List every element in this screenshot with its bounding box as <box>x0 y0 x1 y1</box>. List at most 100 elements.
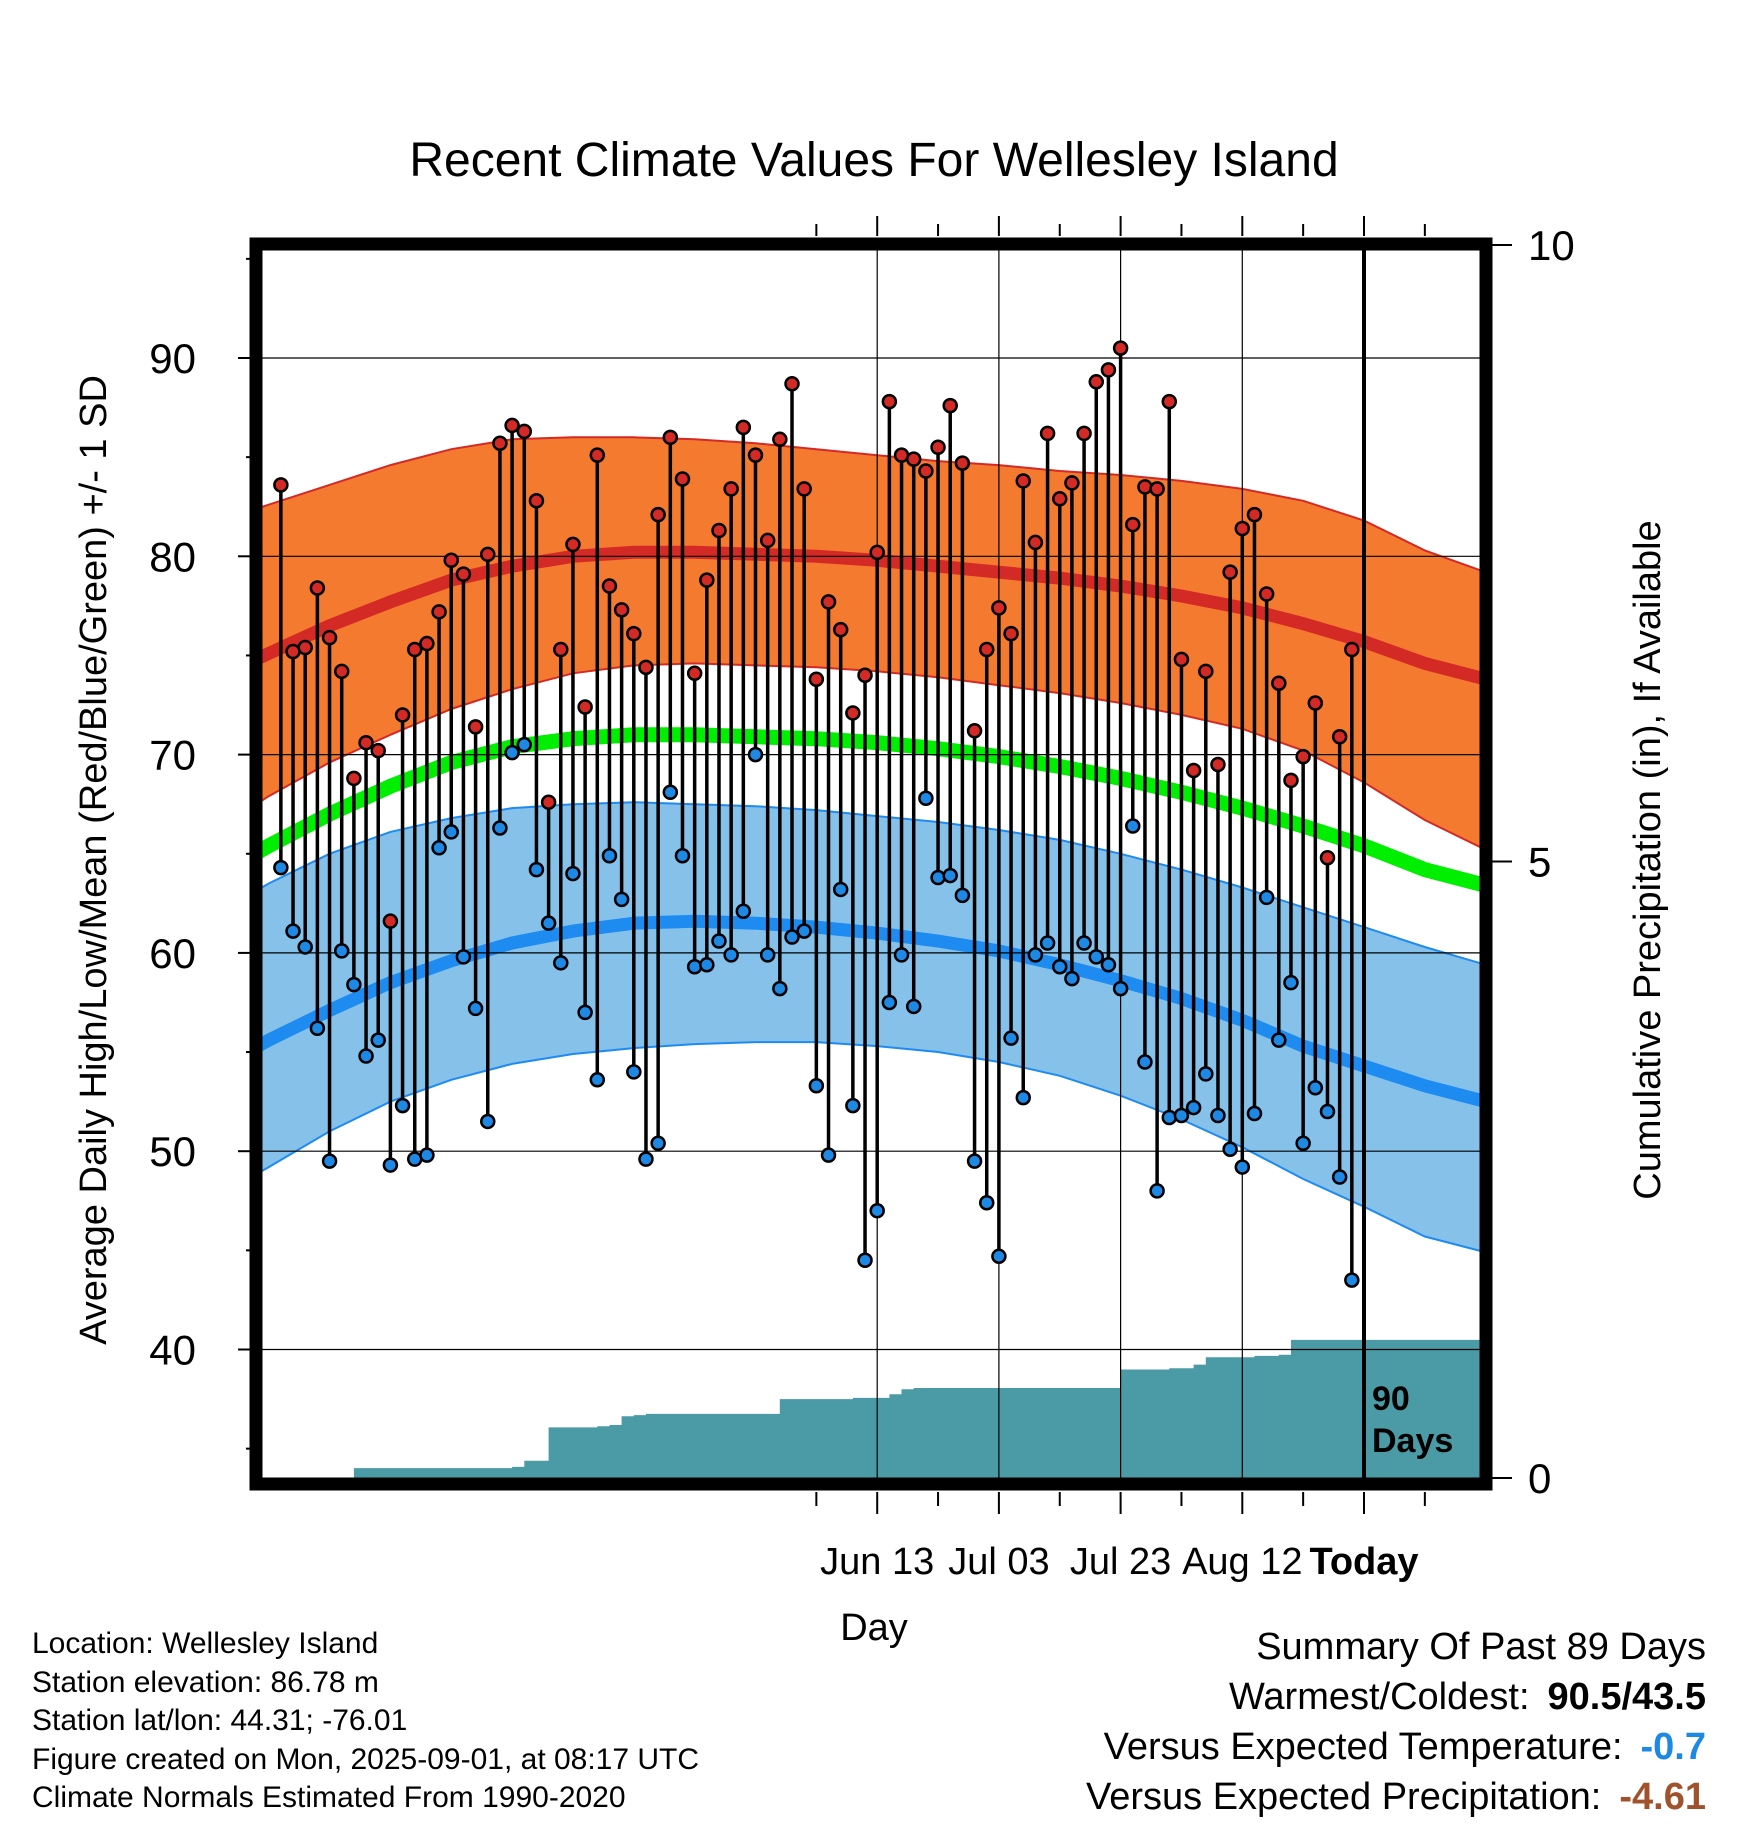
warm-cold-value: 90.5/43.5 <box>1547 1676 1706 1718</box>
station-info: Location: Wellesley Island Station eleva… <box>32 1625 699 1818</box>
obs-low-point <box>346 976 362 993</box>
obs-high-point <box>273 477 289 493</box>
obs-high-point <box>504 417 520 434</box>
obs-low-point <box>638 1151 654 1167</box>
temp-row: Versus Expected Temperature: -0.7 <box>1086 1722 1706 1772</box>
obs-high-point <box>480 546 496 563</box>
obs-low-point <box>869 1202 885 1219</box>
obs-high-point <box>686 665 703 682</box>
obs-low-point <box>309 1020 326 1037</box>
obs-high-point <box>1003 625 1019 642</box>
obs-low-point <box>1246 1105 1263 1122</box>
obs-high-point <box>613 602 630 618</box>
obs-high-point <box>747 447 764 463</box>
obs-low-point <box>1331 1169 1348 1185</box>
obs-high-point <box>528 493 545 509</box>
obs-low-point <box>297 939 313 955</box>
obs-low-point <box>1161 1109 1178 1126</box>
obs-low-point <box>674 847 691 864</box>
obs-high-point <box>577 699 593 715</box>
obs-low-point <box>1027 947 1044 963</box>
y2-axis-label: Cumulative Precipitation (in), If Availa… <box>1627 520 1669 1199</box>
obs-low-point <box>626 1064 642 1080</box>
obs-high-point <box>978 641 995 658</box>
obs-high-point <box>650 506 666 523</box>
summary-panel: Summary Of Past 89 Days Warmest/Coldest:… <box>1086 1622 1706 1822</box>
obs-low-point <box>723 947 739 963</box>
obs-low-point <box>662 784 679 801</box>
obs-low-point <box>285 923 301 939</box>
obs-low-point <box>601 847 618 864</box>
low-band <box>262 801 1480 1252</box>
obs-low-point <box>394 1097 411 1114</box>
obs-low-point <box>431 840 447 856</box>
obs-low-point <box>382 1157 399 1173</box>
obs-low-point <box>540 915 557 931</box>
obs-low-point <box>796 923 812 939</box>
obs-high-point <box>1246 506 1263 523</box>
temp-label: Versus Expected Temperature: <box>1103 1726 1623 1768</box>
obs-low-point <box>978 1195 995 1211</box>
obs-low-point <box>1112 980 1129 997</box>
obs-high-point <box>553 641 569 658</box>
obs-high-point <box>406 641 423 658</box>
obs-low-point <box>686 959 703 975</box>
obs-low-point <box>1039 935 1056 951</box>
warm-cold-row: Warmest/Coldest: 90.5/43.5 <box>1086 1672 1706 1722</box>
obs-low-point <box>991 1248 1007 1265</box>
obs-low-point <box>1234 1159 1251 1175</box>
obs-low-point <box>1003 1030 1019 1046</box>
obs-high-point <box>1295 748 1311 765</box>
obs-low-point <box>650 1135 666 1152</box>
obs-high-point <box>492 435 508 452</box>
obs-low-point <box>784 929 800 945</box>
plot-area: 90 Days <box>262 244 1480 1478</box>
y2-tick-label: 10 <box>1528 222 1575 269</box>
obs-high-point <box>711 522 727 539</box>
obs-low-point <box>820 1147 837 1163</box>
obs-high-point <box>1234 520 1251 537</box>
obs-high-point <box>735 419 752 436</box>
obs-high-point <box>930 439 946 455</box>
obs-high-point <box>662 429 679 446</box>
obs-low-point <box>1198 1066 1214 1082</box>
obs-high-point <box>905 451 922 467</box>
obs-high-point <box>1100 362 1117 378</box>
created-text: Figure created on Mon, 2025-09-01, at 08… <box>32 1742 700 1776</box>
obs-high-point <box>516 423 533 440</box>
obs-low-point <box>589 1072 606 1088</box>
obs-high-point <box>358 734 374 751</box>
obs-high-point <box>443 552 459 569</box>
obs-high-point <box>626 625 642 642</box>
obs-high-point <box>370 742 386 759</box>
obs-low-point <box>747 746 764 763</box>
obs-low-point <box>273 859 289 876</box>
obs-low-point <box>1137 1054 1153 1070</box>
temp-value: -0.7 <box>1640 1726 1706 1768</box>
obs-high-point <box>1344 641 1360 658</box>
x-tick-label: Jul 23 <box>1070 1541 1171 1583</box>
obs-low-point <box>893 947 910 963</box>
y-tick-label: 60 <box>149 930 196 977</box>
obs-high-point <box>1271 675 1287 691</box>
obs-high-point <box>601 578 618 594</box>
obs-low-point <box>857 1252 873 1269</box>
obs-low-point <box>613 891 630 908</box>
obs-low-point <box>954 887 971 904</box>
obs-low-point <box>419 1147 435 1163</box>
x-tick-label: Jul 03 <box>948 1541 1049 1583</box>
obs-low-point <box>333 943 350 959</box>
obs-low-point <box>1307 1079 1324 1096</box>
obs-low-point <box>1064 970 1080 987</box>
y2-tick-label: 5 <box>1528 839 1551 886</box>
today-days-number: 90 <box>1372 1380 1410 1418</box>
obs-high-point <box>1052 491 1068 507</box>
obs-high-point <box>1258 586 1275 602</box>
obs-low-point <box>1149 1183 1165 1199</box>
obs-low-point <box>942 867 958 884</box>
obs-high-point <box>772 431 788 448</box>
obs-high-point <box>954 455 971 471</box>
obs-high-point <box>419 635 435 652</box>
chart-title: Recent Climate Values For Wellesley Isla… <box>409 134 1338 187</box>
obs-high-point <box>589 447 606 463</box>
